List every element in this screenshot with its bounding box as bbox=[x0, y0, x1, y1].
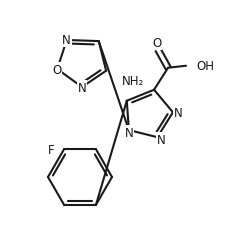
Text: F: F bbox=[48, 143, 54, 156]
Text: O: O bbox=[53, 63, 62, 76]
Text: N: N bbox=[174, 106, 182, 119]
Text: N: N bbox=[157, 133, 166, 146]
Text: O: O bbox=[153, 37, 162, 50]
Text: OH: OH bbox=[196, 60, 214, 73]
Text: N: N bbox=[124, 126, 133, 139]
Text: NH₂: NH₂ bbox=[122, 75, 144, 88]
Text: N: N bbox=[78, 81, 86, 94]
Text: N: N bbox=[62, 34, 71, 47]
